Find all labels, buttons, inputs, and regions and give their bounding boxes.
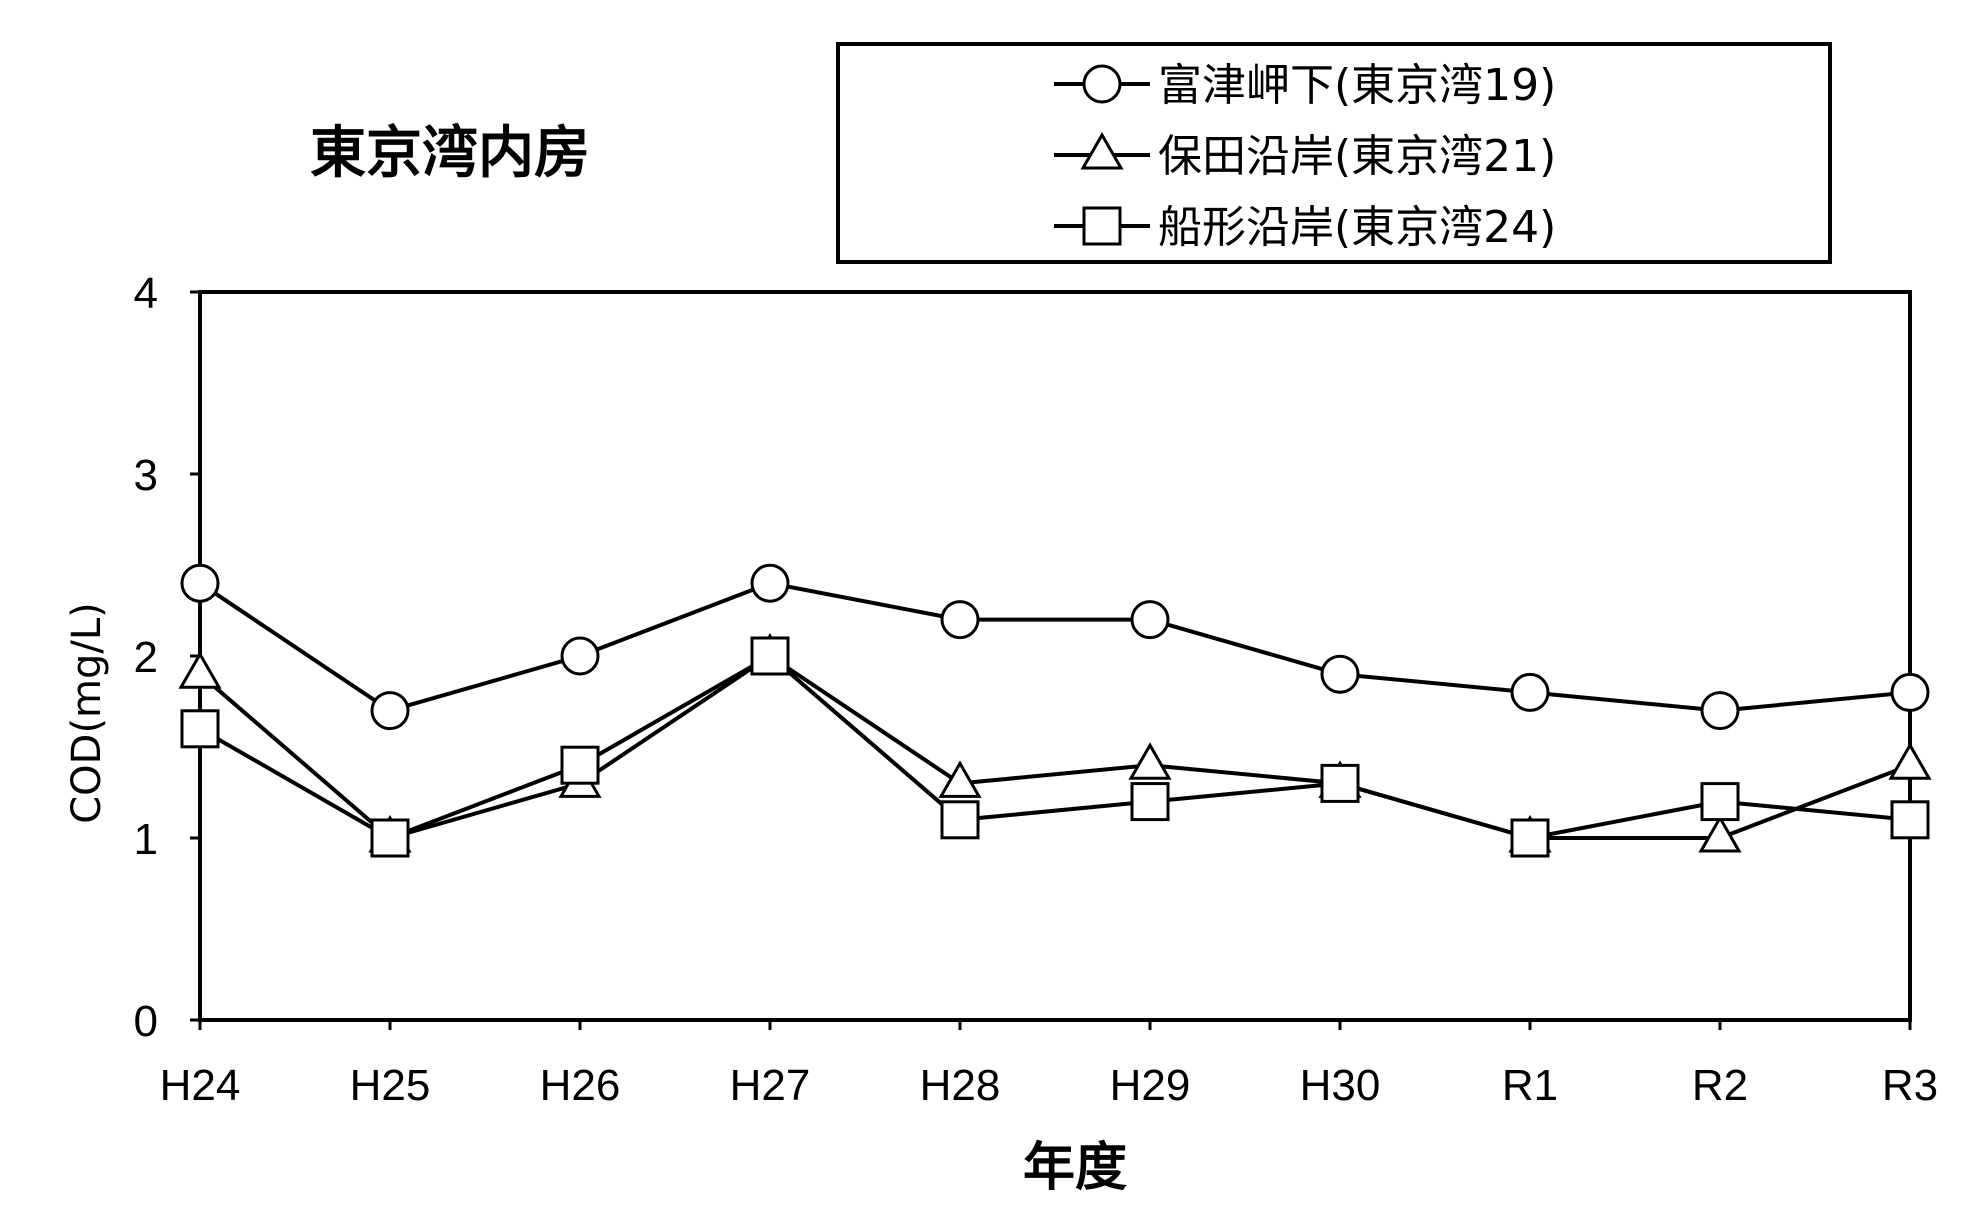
y-tick-label: 0 bbox=[134, 997, 158, 1046]
legend-marker bbox=[1082, 206, 1122, 246]
legend-box bbox=[836, 42, 1832, 264]
legend-entry-label: 船形沿岸(東京湾24) bbox=[1158, 202, 1556, 253]
data-point-series-1 bbox=[560, 636, 600, 676]
data-point-series-1 bbox=[1320, 654, 1360, 694]
data-point-series-3 bbox=[370, 818, 410, 858]
data-point-series-3 bbox=[1130, 782, 1170, 822]
data-point-series-3 bbox=[1890, 800, 1930, 840]
x-tick-label: R1 bbox=[1502, 1061, 1558, 1110]
x-tick-label: H24 bbox=[160, 1061, 241, 1110]
series-line-3 bbox=[199, 654, 1911, 840]
data-point-series-2 bbox=[938, 760, 982, 798]
x-tick-label: H28 bbox=[920, 1061, 1001, 1110]
legend-marker bbox=[1082, 64, 1122, 104]
series-line-2 bbox=[198, 654, 1911, 840]
data-point-series-1 bbox=[1510, 672, 1550, 712]
data-point-series-3 bbox=[1510, 818, 1550, 858]
data-point-series-1 bbox=[180, 563, 220, 603]
legend-marker bbox=[1080, 131, 1124, 170]
data-point-series-1 bbox=[1700, 691, 1740, 731]
data-point-series-1 bbox=[370, 691, 410, 731]
x-tick-label: H30 bbox=[1300, 1061, 1381, 1110]
data-point-series-3 bbox=[1700, 782, 1740, 822]
data-point-series-3 bbox=[180, 709, 220, 749]
x-tick-label: R2 bbox=[1692, 1061, 1748, 1110]
data-point-series-2 bbox=[178, 651, 222, 689]
legend-entry-label: 保田沿岸(東京湾21) bbox=[1158, 131, 1556, 182]
series-line-1 bbox=[198, 581, 1911, 713]
y-axis-label: COD(mg/L) bbox=[64, 602, 110, 824]
plot-area bbox=[198, 290, 1912, 1022]
x-axis-label: 年度 bbox=[1023, 1138, 1127, 1198]
legend-entry-label: 富津岬下(東京湾19) bbox=[1158, 60, 1556, 111]
x-tick-label: H27 bbox=[730, 1061, 811, 1110]
y-tick-label: 1 bbox=[134, 815, 158, 864]
data-point-series-3 bbox=[1320, 763, 1360, 803]
data-point-series-1 bbox=[940, 600, 980, 640]
chart-title: 東京湾内房 bbox=[310, 121, 590, 186]
data-point-series-1 bbox=[750, 563, 790, 603]
data-point-series-2 bbox=[1698, 814, 1742, 853]
x-tick-label: H29 bbox=[1110, 1061, 1191, 1110]
x-tick-label: H26 bbox=[540, 1061, 621, 1110]
x-tick-label: R3 bbox=[1882, 1061, 1938, 1110]
y-tick-label: 4 bbox=[134, 269, 158, 318]
data-point-series-3 bbox=[560, 745, 600, 785]
data-point-series-2 bbox=[1128, 742, 1172, 780]
data-point-series-3 bbox=[750, 636, 790, 676]
data-point-series-1 bbox=[1890, 672, 1930, 712]
data-point-series-3 bbox=[940, 800, 980, 840]
y-tick-label: 2 bbox=[134, 633, 158, 682]
data-point-series-2 bbox=[1888, 742, 1932, 780]
x-tick-label: H25 bbox=[350, 1061, 431, 1110]
y-tick-label: 3 bbox=[134, 451, 158, 500]
data-point-series-1 bbox=[1130, 600, 1170, 640]
